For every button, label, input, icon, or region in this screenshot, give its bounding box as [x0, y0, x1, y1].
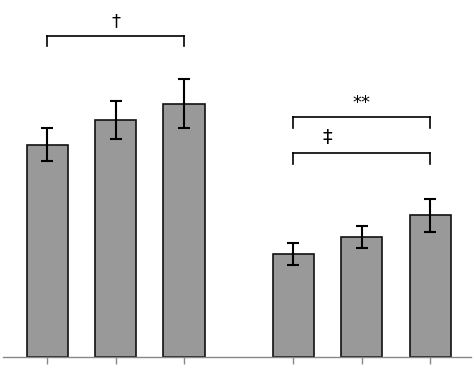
- Bar: [95, 120, 136, 357]
- Text: **: **: [353, 94, 371, 112]
- Bar: [27, 145, 68, 357]
- Bar: [164, 103, 204, 357]
- Bar: [273, 254, 314, 357]
- Bar: [341, 237, 383, 357]
- Text: †: †: [111, 12, 120, 30]
- Bar: [410, 215, 451, 357]
- Text: ‡: ‡: [323, 128, 332, 147]
